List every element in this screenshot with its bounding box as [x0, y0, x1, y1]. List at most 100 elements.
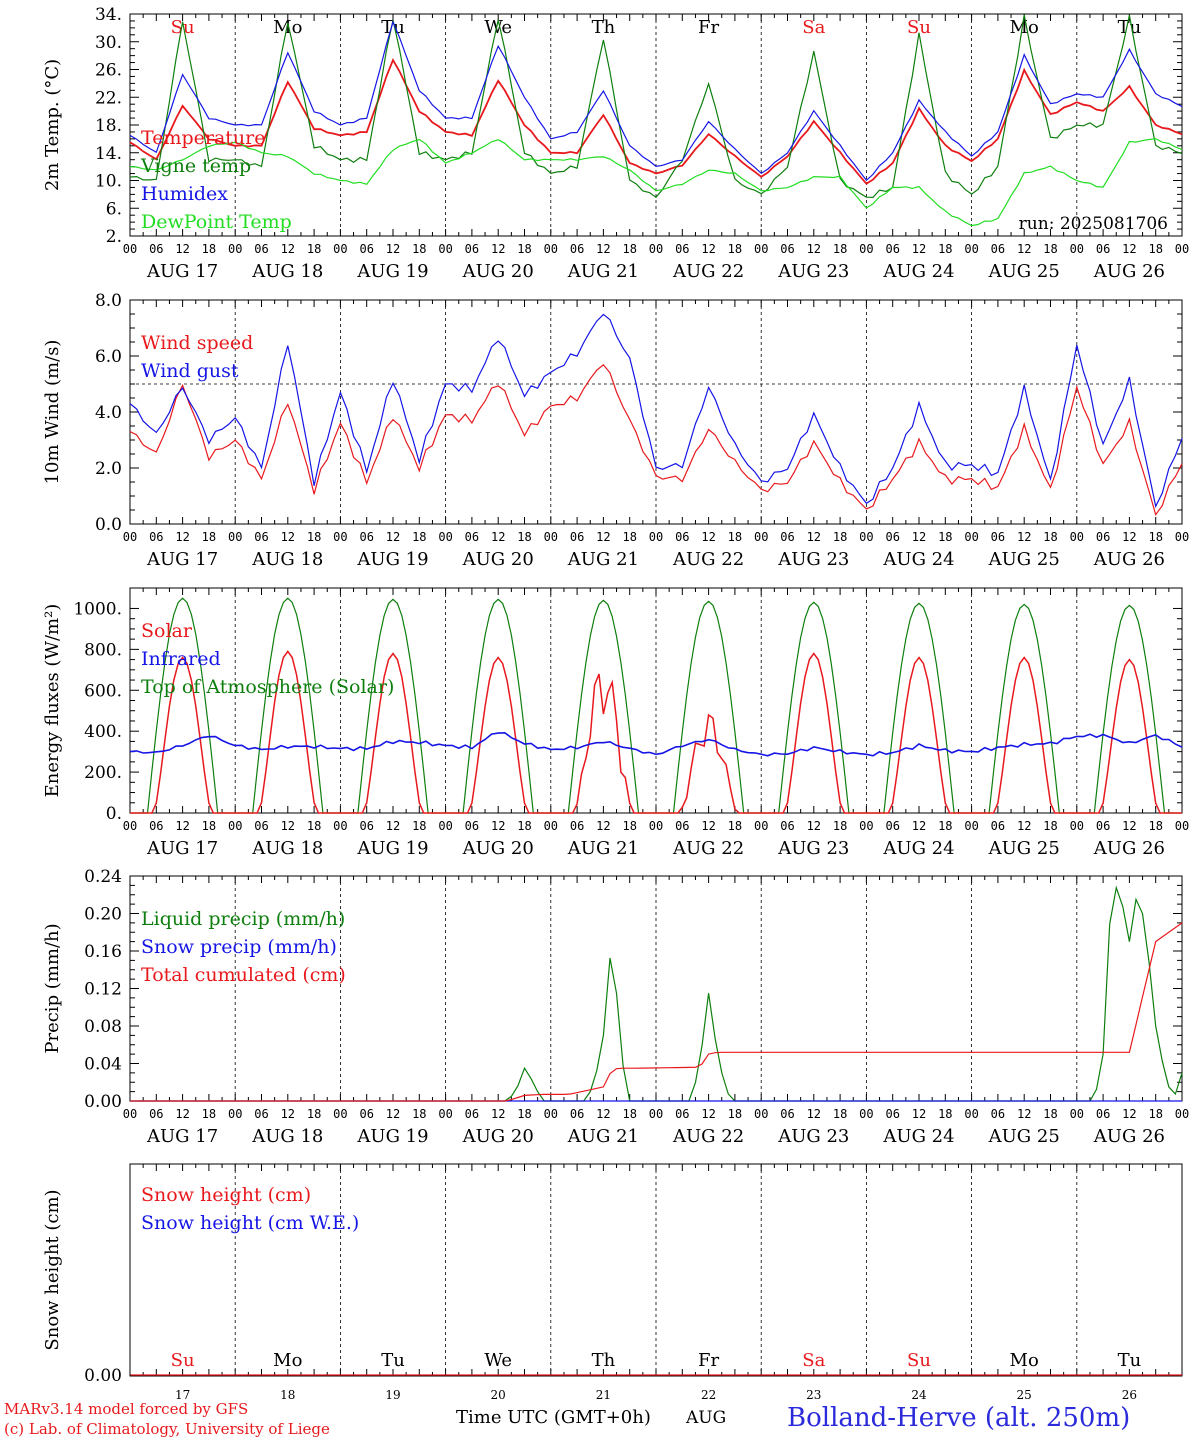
weekday-label: Mo: [273, 1350, 302, 1371]
hour-tick-label: 00: [1175, 530, 1189, 544]
date-label: AUG 21: [567, 261, 639, 282]
hour-tick-label: 18: [938, 1107, 952, 1121]
hour-tick-label: 18: [938, 819, 952, 833]
hour-tick-label: 06: [885, 819, 899, 833]
day-number-label: 25: [1017, 1388, 1032, 1402]
panel-2: 8.0 6.0 4.0 2.0 0.0 10m Wind (m/s) 00 06 12 18 AUG…: [42, 291, 1189, 570]
hour-tick-label: 18: [202, 819, 216, 833]
series-line-2: [129, 14, 1183, 199]
legend-entry: Top of Atmosphere (Solar): [141, 676, 394, 698]
plot-frame: [129, 587, 1183, 814]
y-tick-label: 6.0: [95, 347, 122, 367]
series-solar: [130, 650, 1182, 814]
weekday-label: Fr: [698, 17, 719, 38]
hour-tick-label: 06: [1096, 819, 1110, 833]
hour-tick-label: 18: [307, 819, 321, 833]
y-tick-label: 200.: [84, 763, 122, 783]
day-number-label: 24: [911, 1388, 927, 1402]
hour-tick-label: 18: [307, 530, 321, 544]
hour-tick-label: 18: [1043, 1107, 1057, 1121]
date-label: AUG 22: [672, 549, 744, 570]
hour-tick-label: 06: [991, 819, 1005, 833]
y-tick-label: 0.12: [84, 980, 122, 1000]
hour-tick-label: 06: [465, 242, 479, 256]
y-tick-label: 0.00: [84, 1366, 122, 1386]
date-label: AUG 25: [988, 838, 1060, 859]
series-line-4: [129, 138, 1183, 227]
hour-tick-label: 18: [622, 242, 636, 256]
hour-tick-label: 06: [254, 1107, 268, 1121]
weekday-label: Su: [171, 17, 195, 38]
y-tick-label: 2.: [106, 227, 122, 247]
hour-tick-label: 12: [1122, 819, 1136, 833]
hour-tick-label: 12: [1017, 530, 1031, 544]
legend-entry: Total cumulated (cm): [141, 964, 346, 986]
hour-tick-label: 12: [912, 819, 926, 833]
hour-tick-label: 12: [596, 819, 610, 833]
hour-tick-label: 12: [596, 1107, 610, 1121]
hour-tick-label: 00: [859, 530, 873, 544]
date-label: AUG 17: [146, 261, 218, 282]
date-label: AUG 17: [146, 838, 218, 859]
hour-tick-label: 06: [359, 242, 373, 256]
hour-tick-label: 06: [570, 242, 584, 256]
day-number-label: 20: [491, 1388, 506, 1402]
hour-tick-label: 06: [149, 242, 163, 256]
hour-tick-label: 06: [885, 242, 899, 256]
hour-tick-label: 00: [333, 819, 347, 833]
hour-tick-label: 12: [386, 819, 400, 833]
hour-tick-label: 12: [386, 1107, 400, 1121]
model-credit: MARv3.14 model forced by GFS: [4, 1400, 248, 1418]
hour-tick-label: 06: [359, 530, 373, 544]
hour-tick-label: 12: [1017, 1107, 1031, 1121]
legend-entry: Humidex: [141, 183, 228, 205]
hour-tick-label: 06: [780, 242, 794, 256]
hour-tick-label: 06: [675, 819, 689, 833]
hour-tick-label: 12: [701, 242, 715, 256]
hour-tick-label: 12: [175, 530, 189, 544]
series-infrared: [129, 731, 1183, 757]
panel-1: 34. 30. 26. 22. 18. 14. 10. 6. 2. 2m Temp. (°C) 00…: [42, 5, 1189, 282]
weekday-label: Tu: [381, 1350, 405, 1371]
hour-tick-label: 06: [254, 819, 268, 833]
date-label: AUG 17: [146, 549, 218, 570]
date-label: AUG 24: [882, 838, 954, 859]
series-line-1: [129, 363, 1183, 517]
run-annotation: run: 2025081706: [1019, 214, 1168, 234]
weekday-label: We: [484, 1350, 512, 1371]
hour-tick-label: 06: [885, 530, 899, 544]
weekday-label: Mo: [1010, 17, 1039, 38]
hour-tick-label: 06: [149, 530, 163, 544]
legend-entry: Solar: [141, 620, 193, 642]
hour-tick-label: 12: [807, 1107, 821, 1121]
hour-tick-label: 18: [622, 1107, 636, 1121]
y-tick-label: 0.00: [84, 1092, 122, 1112]
hour-tick-label: 18: [517, 1107, 531, 1121]
hour-tick-label: 12: [596, 530, 610, 544]
y-tick-label: 0.: [106, 804, 122, 824]
panel-4: 0.24 0.20 0.16 0.12 0.08 0.04 0.00 Precip (mm/h…: [42, 867, 1189, 1147]
hour-tick-label: 12: [807, 242, 821, 256]
hour-tick-label: 00: [859, 1107, 873, 1121]
hour-tick-label: 00: [544, 1107, 558, 1121]
hour-tick-label: 06: [254, 530, 268, 544]
date-label: AUG 21: [567, 838, 639, 859]
hour-tick-label: 18: [412, 530, 426, 544]
hour-tick-label: 12: [1017, 242, 1031, 256]
hour-tick-label: 00: [649, 819, 663, 833]
hour-tick-label: 06: [1096, 1107, 1110, 1121]
weekday-label: Su: [907, 1350, 931, 1371]
y-tick-label: 10.: [95, 172, 122, 192]
y-tick-label: 26.: [95, 61, 122, 81]
day-number-label: 26: [1122, 1388, 1137, 1402]
hour-tick-label: 00: [123, 1107, 137, 1121]
hour-tick-label: 06: [1096, 530, 1110, 544]
hour-tick-label: 06: [254, 242, 268, 256]
hour-tick-label: 12: [281, 530, 295, 544]
hour-tick-label: 12: [281, 819, 295, 833]
weekday-label: Sa: [802, 1350, 825, 1371]
date-label: AUG 19: [356, 261, 428, 282]
date-label: AUG 25: [988, 549, 1060, 570]
hour-tick-label: 18: [307, 1107, 321, 1121]
hour-tick-label: 00: [649, 530, 663, 544]
